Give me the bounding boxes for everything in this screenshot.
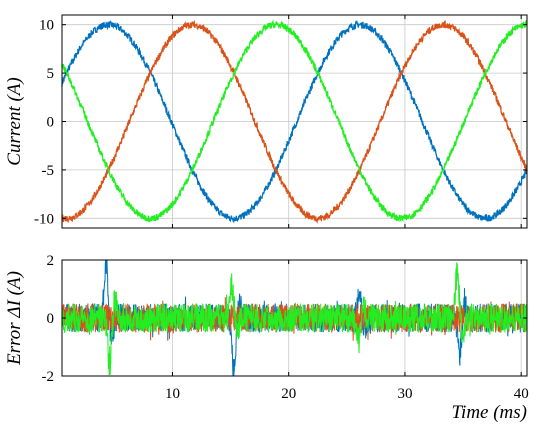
error-series	[61, 259, 528, 377]
y-tick-label: -5	[42, 163, 55, 179]
current-series-line-2	[61, 19, 528, 225]
x-tick-label: 40	[514, 386, 529, 402]
x-tick-label: 20	[281, 386, 296, 402]
x-tick-label: 10	[165, 386, 180, 402]
y-tick-label: -10	[34, 211, 54, 227]
current-series-line-1	[61, 19, 528, 224]
current-ticks: -10 -5 0 5 10	[34, 15, 527, 228]
time-x-axis-label: Time (ms)	[452, 402, 527, 423]
current-series-line-3	[61, 19, 528, 223]
error-series-line-3	[61, 262, 528, 376]
current-plot: -10 -5 0 5 10 Current (A)	[4, 14, 528, 229]
x-tick-label: 30	[397, 386, 412, 402]
error-plot: 10 20 30 40 -2 0 2 Error ΔI (A) Time (ms)	[4, 253, 529, 423]
current-y-axis-label: Current (A)	[4, 77, 25, 165]
current-series	[61, 19, 528, 225]
error-ticks: 10 20 30 40 -2 0 2	[42, 253, 529, 402]
y-tick-label: 2	[47, 253, 55, 269]
y-tick-label: -2	[42, 369, 55, 385]
error-y-axis-label: Error ΔI (A)	[4, 271, 25, 366]
y-tick-label: 10	[39, 18, 54, 34]
y-tick-label: 0	[47, 311, 55, 327]
y-tick-label: 5	[47, 66, 55, 82]
y-tick-label: 0	[47, 115, 55, 131]
